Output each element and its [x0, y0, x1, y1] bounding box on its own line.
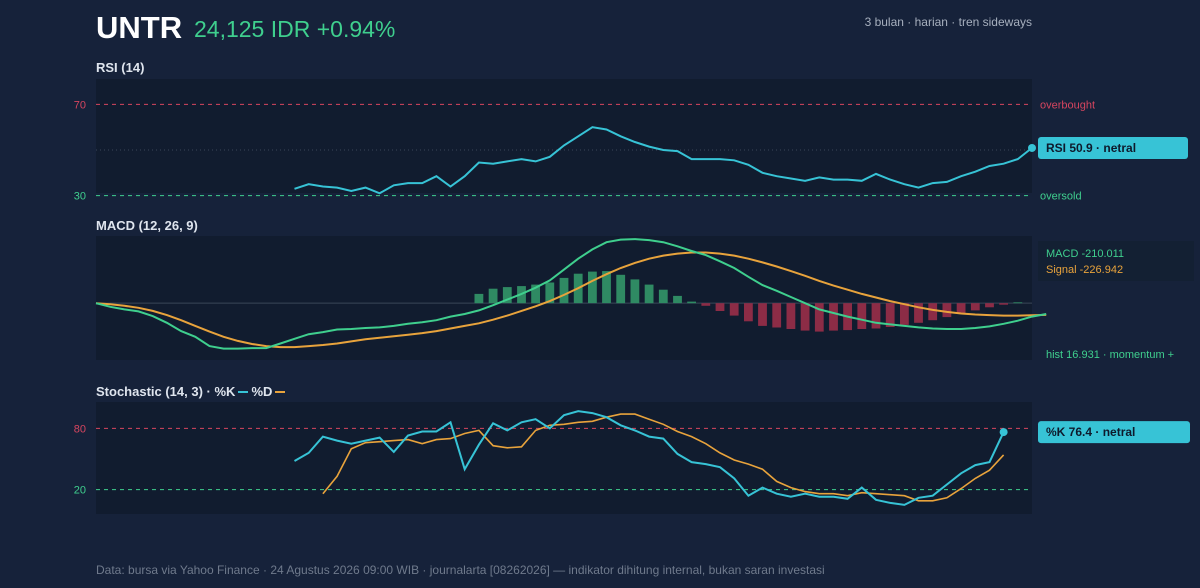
hist-bar: [531, 284, 540, 304]
hist-bar: [559, 277, 569, 304]
stoch-badge-text: %K 76.4 · netral: [1046, 425, 1135, 439]
hist-bar: [673, 295, 682, 304]
hist-bar: [715, 303, 725, 311]
hist-bar: [658, 289, 668, 304]
hist-bar: [829, 303, 838, 331]
stoch-tick-80: 80: [74, 423, 86, 435]
hist-bar: [630, 279, 640, 304]
rsi-line: [294, 126, 1033, 195]
hist-bar: [616, 274, 626, 304]
hist-bar: [502, 287, 512, 304]
signal-line: [95, 251, 1047, 349]
hist-bar: [588, 271, 597, 304]
stoch-tick-20: 20: [74, 485, 86, 497]
hist-bar: [602, 271, 611, 304]
stoch-d-line: [322, 413, 1005, 502]
price-change: 24,125 IDR +0.94%: [194, 16, 396, 42]
rsi-badge: [1038, 136, 1188, 159]
macd-line: [95, 238, 1047, 350]
hist-bar: [900, 303, 909, 325]
hist-bar: [744, 303, 753, 322]
stoch-k-last-point: [999, 428, 1008, 437]
hist-bar: [758, 303, 767, 326]
macd-value-box: [1038, 241, 1194, 281]
hist-bar: [914, 303, 923, 323]
hist-bar: [985, 303, 994, 308]
hist-bar: [687, 301, 696, 304]
rsi-tick-30: 30: [74, 191, 86, 203]
k-legend-swatch: [238, 390, 249, 393]
ticker-symbol: UNTR: [96, 10, 183, 45]
oversold-label: oversold: [1040, 191, 1082, 203]
rsi-last-point: [1028, 143, 1036, 152]
footer-note: Data: bursa via Yahoo Finance · 24 Agust…: [96, 563, 825, 577]
stoch-panel-title: Stochastic (14, 3) · %K %D: [96, 384, 288, 399]
hist-bar: [928, 303, 938, 321]
stoch-k-line: [294, 410, 1005, 506]
rsi-panel-title: RSI (14): [96, 60, 145, 75]
hist-bar: [885, 303, 895, 327]
hist-bar: [857, 303, 867, 329]
rsi-badge-text: RSI 50.9 · netral: [1046, 141, 1136, 155]
stoch-badge: [1038, 421, 1190, 444]
hist-bar: [999, 303, 1008, 305]
hist-bar: [956, 303, 966, 314]
d-legend-label: %D: [251, 384, 273, 399]
overbought-label: overbought: [1040, 99, 1095, 111]
chart-meta: 3 bulan · harian · tren sideways: [864, 15, 1032, 29]
hist-bar: [644, 284, 654, 304]
signal-value-label: Signal -226.942: [1046, 264, 1123, 276]
macd-value-label: MACD -210.011: [1046, 248, 1124, 260]
hist-value-label: hist 16.931 · momentum +: [1046, 349, 1174, 361]
hist-bar: [814, 303, 824, 332]
hist-bar: [871, 303, 881, 329]
macd-panel-title: MACD (12, 26, 9): [96, 218, 198, 233]
hist-bar: [772, 303, 782, 328]
hist-bar: [800, 303, 810, 331]
rsi-panel: [96, 79, 1032, 193]
hist-bar: [729, 303, 739, 316]
hist-bar: [970, 303, 980, 311]
hist-bar: [488, 288, 498, 304]
hist-bar: [701, 303, 711, 306]
hist-bar: [474, 293, 484, 304]
stoch-panel: [96, 402, 1032, 514]
d-legend-swatch: [275, 390, 286, 393]
rsi-tick-70: 70: [74, 99, 86, 111]
hist-bar: [786, 303, 796, 329]
hist-bar: [1013, 302, 1023, 304]
hist-bar: [942, 303, 952, 318]
hist-bar: [545, 282, 555, 304]
stoch-title-text: Stochastic (14, 3) · %K: [96, 384, 236, 399]
